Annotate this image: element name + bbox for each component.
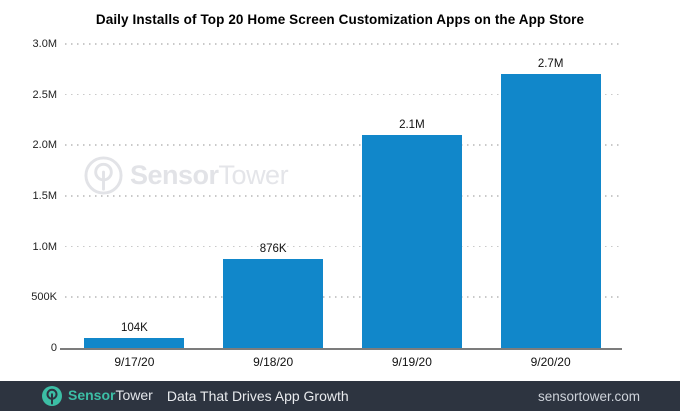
bar [223,259,324,348]
bar [361,135,462,348]
bars-layer: 104K 876K 2.1M 2.7M [65,44,620,348]
footer-tagline: Data That Drives App Growth [166,388,349,404]
y-axis-label: 2.5M [32,88,57,101]
x-axis-labels: 9/17/20 9/18/20 9/19/20 9/20/20 [65,355,620,369]
gridline [65,245,620,248]
footer-bar: SensorTower Data That Drives App Growth … [0,381,680,411]
bar-value-label: 2.7M [537,58,564,71]
gridline [65,195,620,197]
bar-value-label: 2.1M [399,119,425,132]
gridline [65,43,620,45]
gridline [65,144,620,146]
x-axis-label: 9/20/20 [530,355,571,369]
bar [500,74,601,348]
y-axis-label: 2.0M [32,139,57,152]
plot-area: 3.0M 2.5M 2.0M 1.5M 1.0M 500K 0 SensorTower 10… [31,38,622,369]
bar-slot: 876K [204,44,343,348]
gridline [65,93,620,96]
y-axis-label: 0 [50,342,57,354]
footer-brand: SensorTower [42,386,153,406]
chart-title: Daily Installs of Top 20 Home Screen Cus… [95,12,585,27]
footer-brand-sensor: Sensor [68,387,116,403]
bar-slot: 104K [65,44,204,348]
bar-value-label: 104K [120,321,148,334]
bar-slot: 2.1M [343,44,482,348]
sensortower-logo-icon [42,386,62,406]
bar [84,337,185,348]
x-axis-label: 9/19/20 [391,355,432,369]
y-axis-label: 1.5M [32,190,57,202]
bar-value-label: 876K [259,243,287,256]
y-axis-label: 3.0M [32,38,57,50]
footer-website-link[interactable]: sensortower.com [537,388,640,404]
x-axis-label: 9/17/20 [114,355,155,369]
footer-brand-tower: Tower [115,387,153,403]
x-axis-line [60,348,622,350]
bar-slot: 2.7M [481,44,620,348]
y-axis-label: 500K [31,291,57,304]
gridline [65,296,620,298]
y-axis-label: 1.0M [32,240,57,253]
x-axis-label: 9/18/20 [253,355,294,369]
footer-brand-text: SensorTower [68,387,153,405]
